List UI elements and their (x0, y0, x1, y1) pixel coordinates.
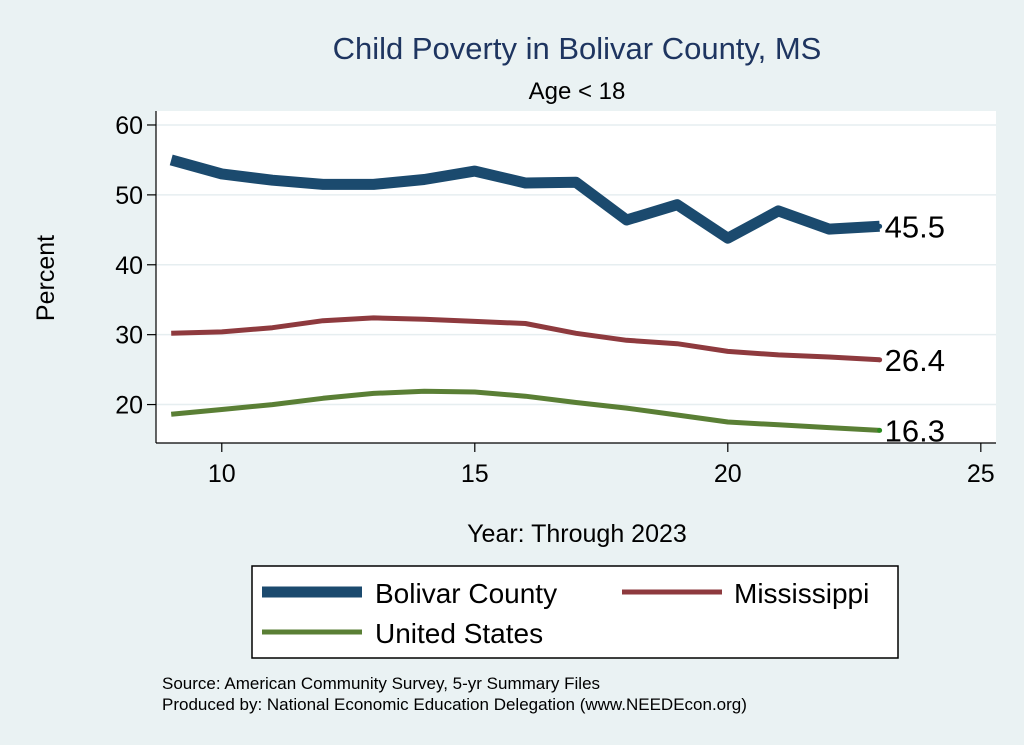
y-tick-label: 50 (115, 182, 143, 210)
x-tick-label: 10 (208, 460, 236, 488)
end-label-mississippi: 26.4 (885, 343, 945, 378)
end-labels: 45.5 26.4 16.3 (885, 209, 945, 448)
series-lines (169, 154, 883, 433)
end-label-united-states: 16.3 (885, 413, 945, 448)
y-tick-label: 60 (115, 112, 143, 140)
y-tick-label: 40 (115, 252, 143, 280)
x-tick-labels: 10 15 20 25 (208, 460, 995, 488)
y-tick-label: 20 (115, 392, 143, 420)
legend-label-bolivar-county: Bolivar County (375, 578, 557, 609)
legend-label-mississippi: Mississippi (734, 578, 869, 609)
legend-label-united-states: United States (375, 618, 543, 649)
y-tick-label: 30 (115, 322, 143, 350)
x-axis-label: Year: Through 2023 (467, 520, 687, 548)
series-line-bolivar-county (169, 154, 880, 244)
legend-box (251, 565, 899, 659)
x-tick-label: 25 (967, 460, 995, 488)
plot-area (156, 111, 996, 443)
chart-title: Child Poverty in Bolivar County, MS (333, 31, 822, 66)
end-marker-united-states (877, 427, 883, 433)
x-tick-label: 20 (714, 460, 742, 488)
end-label-bolivar-county: 45.5 (885, 209, 945, 244)
source-note: Source: American Community Survey, 5-yr … (162, 674, 600, 693)
gridlines (156, 124, 996, 406)
axes (147, 111, 996, 452)
produced-by-note: Produced by: National Economic Education… (162, 695, 747, 714)
y-tick-labels: 20 30 40 50 60 (115, 112, 143, 420)
series-line-mississippi (171, 315, 880, 363)
chart-subtitle: Age < 18 (529, 78, 626, 105)
end-marker-mississippi (877, 357, 883, 363)
series-line-united-states (170, 388, 880, 433)
y-axis-label: Percent (32, 235, 60, 321)
legend: Bolivar County Mississippi United States (251, 565, 899, 659)
end-marker-bolivar-county (877, 223, 883, 229)
x-tick-label: 15 (461, 460, 489, 488)
